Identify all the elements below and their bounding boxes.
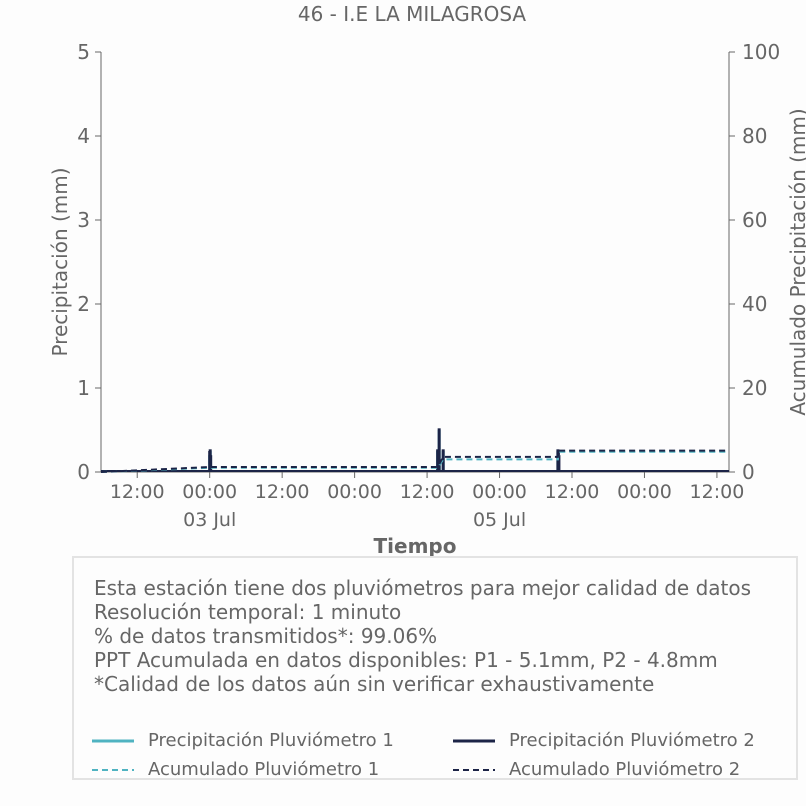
series-line-3 [100,450,729,473]
info-line-resolution: Resolución temporal: 1 minuto [94,600,402,624]
legend-item-p1-acum: Acumulado Pluviómetro 1 [92,759,379,780]
y2-axis-label: Acumulado Precipitación (mm) [786,108,806,415]
legend-label: Acumulado Pluviómetro 2 [509,759,741,780]
y2-tick-label: 100 [742,40,780,64]
y-tick-label: 1 [77,376,90,400]
legend-swatch-solid-icon [453,739,495,742]
x-tick-label: 00:00 [617,481,672,503]
y-tick-label: 2 [77,292,90,316]
chart-axes [100,52,730,473]
y2-tick-label: 60 [742,208,767,232]
y-axis-label: Precipitación (mm) [48,167,72,356]
legend-label: Precipitación Pluviómetro 1 [148,730,394,751]
legend-item-p2-acum: Acumulado Pluviómetro 2 [453,759,740,780]
x-tick-label: 12:00 [690,481,745,503]
x-tick-label: 00:00 [182,481,237,503]
chart-series [100,428,729,473]
x-axis-label: Tiempo [374,534,457,558]
x-tick-label: 00:00 [327,481,382,503]
y-tick-label: 4 [77,124,90,148]
x-tick-label: 12:00 [545,481,600,503]
legend-swatch-solid-icon [92,739,134,742]
y-tick-label: 0 [77,460,90,484]
x-tick-label: 12:00 [400,481,455,503]
y2-tick-label: 0 [742,460,755,484]
info-box: Esta estación tiene dos pluviómetros par… [72,556,798,780]
legend-swatch-dashed-icon [453,768,495,771]
legend-swatch-dashed-icon [92,768,134,771]
legend-label: Acumulado Pluviómetro 1 [148,759,380,780]
y2-tick-label: 40 [742,292,767,316]
chart-title: 46 - I.E LA MILAGROSA [298,2,527,26]
legend-label: Precipitación Pluviómetro 2 [509,730,755,751]
chart-ticks: 0 1 2 3 4 5 0 20 40 60 80 100 12:00 00:00 03 Jul 12:00 0… [77,40,780,531]
y2-tick-label: 80 [742,124,767,148]
legend-item-p1-precip: Precipitación Pluviómetro 1 [92,730,394,751]
y2-tick-label: 20 [742,376,767,400]
x-tick-sublabel: 03 Jul [183,509,236,531]
x-tick-label: 12:00 [255,481,310,503]
precipitation-chart: 46 - I.E LA MILAGROSA 0 1 2 3 4 5 0 20 40 60 80 100… [48,2,806,558]
x-tick-label: 00:00 [472,481,527,503]
info-line-dual-gauge: Esta estación tiene dos pluviómetros par… [94,576,752,600]
info-line-quality-note: *Calidad de los datos aún sin verificar … [94,672,655,696]
info-text: Esta estación tiene dos pluviómetros par… [94,576,751,696]
legend-item-p2-precip: Precipitación Pluviómetro 2 [453,730,755,751]
info-line-accumulated: PPT Acumulada en datos disponibles: P1 -… [94,648,718,672]
x-tick-label: 12:00 [110,481,165,503]
y-tick-label: 3 [77,208,90,232]
x-tick-sublabel: 05 Jul [473,509,526,531]
y-tick-label: 5 [77,40,90,64]
info-line-data-transmitted: % de datos transmitidos*: 99.06% [94,624,438,648]
